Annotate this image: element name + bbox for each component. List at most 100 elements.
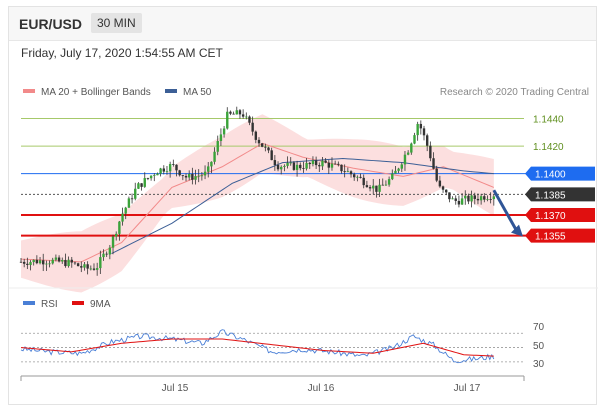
candle-body — [489, 199, 492, 200]
candle-body — [425, 135, 429, 146]
candle-body — [134, 188, 137, 199]
chart-widget: EUR/USD 30 MIN Friday, July 17, 2020 1:5… — [8, 6, 598, 405]
rsi-legend-swatch — [23, 301, 35, 305]
level-tag-1.1355: 1.1355 — [525, 228, 595, 243]
candle-body — [286, 162, 289, 166]
rsi-ma-legend-label: 9MA — [90, 299, 111, 310]
candle-body — [416, 123, 419, 136]
candle-body — [375, 185, 378, 192]
candle-body — [216, 140, 219, 152]
price-chart: MA 20 + Bollinger Bands MA 50 Research ©… — [9, 87, 598, 394]
candle-body — [70, 259, 73, 263]
candle-body — [473, 195, 476, 199]
ma50-legend-label: MA 50 — [183, 87, 212, 98]
candle-body — [194, 176, 197, 180]
candle-body — [410, 143, 413, 153]
level-tag-background — [525, 207, 595, 222]
level-tag-background — [525, 228, 595, 243]
candle-body — [299, 164, 302, 169]
rsi-level-50: 50 — [533, 341, 545, 352]
level-tag-label: 1.1400 — [535, 170, 566, 181]
candle-body — [432, 158, 435, 169]
candle-body — [302, 168, 305, 169]
candle-body — [460, 198, 464, 205]
candle-body — [397, 168, 400, 171]
candle-body — [80, 266, 83, 268]
candle-body — [365, 185, 369, 188]
candle-body — [391, 173, 394, 180]
candle-body — [22, 261, 26, 264]
rsi-panel: 70 50 30 — [20, 322, 545, 370]
candle-body — [248, 116, 251, 123]
candle-body — [130, 198, 134, 200]
candle-body — [448, 192, 451, 200]
candle-body — [264, 146, 267, 148]
level-tag-background — [525, 166, 595, 181]
candle-body — [38, 260, 42, 264]
level-label-1.1420: 1.1420 — [533, 142, 564, 153]
candle-body — [73, 262, 77, 264]
candle-body — [492, 196, 496, 200]
candle-body — [435, 168, 438, 181]
candle-body — [280, 166, 283, 170]
candle-body — [54, 257, 58, 260]
bollinger-band-area — [21, 114, 494, 293]
candle-body — [314, 160, 318, 166]
x-axis: Jul 15 Jul 16 Jul 17 — [20, 375, 525, 394]
candle-body — [19, 261, 23, 263]
candle-body — [168, 164, 172, 172]
candle-body — [340, 164, 343, 172]
candle-body — [372, 185, 375, 189]
chart-legend: MA 20 + Bollinger Bands MA 50 Research ©… — [23, 87, 589, 98]
candle-body — [324, 160, 327, 163]
projection-arrow — [492, 189, 518, 231]
candle-body — [451, 198, 454, 200]
candle-body — [403, 154, 407, 165]
candle-body — [343, 171, 346, 172]
candle-body — [137, 183, 140, 189]
rsi-legend: RSI 9MA — [23, 299, 111, 310]
candle-body — [337, 163, 340, 165]
candle-body — [191, 173, 194, 180]
candle-body — [445, 189, 448, 193]
candle-body — [406, 152, 410, 155]
candle-body — [29, 262, 32, 265]
candle-body — [114, 233, 118, 237]
price-panel — [19, 106, 589, 293]
candle-body — [232, 113, 235, 115]
candle-body — [267, 147, 270, 151]
candle-body — [51, 259, 54, 264]
timeframe-badge[interactable]: 30 MIN — [91, 13, 142, 33]
candle-body — [92, 268, 96, 270]
candle-body — [86, 264, 89, 269]
x-tick-jul17: Jul 17 — [454, 383, 481, 394]
candle-body — [438, 180, 442, 187]
candle-body — [61, 259, 64, 262]
candle-body — [457, 200, 461, 205]
candle-body — [140, 183, 143, 187]
candle-body — [454, 198, 457, 201]
candle-body — [184, 175, 188, 178]
candle-body — [48, 263, 51, 265]
candle-body — [219, 134, 223, 141]
level-tag-label: 1.1370 — [535, 211, 566, 222]
candle-body — [99, 257, 102, 269]
candle-body — [308, 162, 311, 165]
candle-body — [203, 171, 207, 176]
level-tag-1.1385: 1.1385 — [525, 187, 595, 202]
candle-body — [384, 184, 388, 186]
x-tick-jul16: Jul 16 — [308, 383, 335, 394]
candle-body — [318, 165, 321, 167]
candle-body — [178, 170, 181, 176]
candle-body — [162, 168, 165, 172]
candle-body — [111, 236, 115, 248]
rsi-ma-line — [20, 338, 494, 357]
candlesticks — [19, 106, 496, 276]
candle-body — [479, 196, 483, 201]
level-tag-1.1400: 1.1400 — [525, 166, 595, 181]
candle-body — [32, 259, 35, 263]
symbol-label: EUR/USD — [19, 16, 83, 32]
candle-body — [105, 253, 108, 255]
candle-body — [149, 175, 153, 179]
candle-body — [181, 175, 185, 177]
